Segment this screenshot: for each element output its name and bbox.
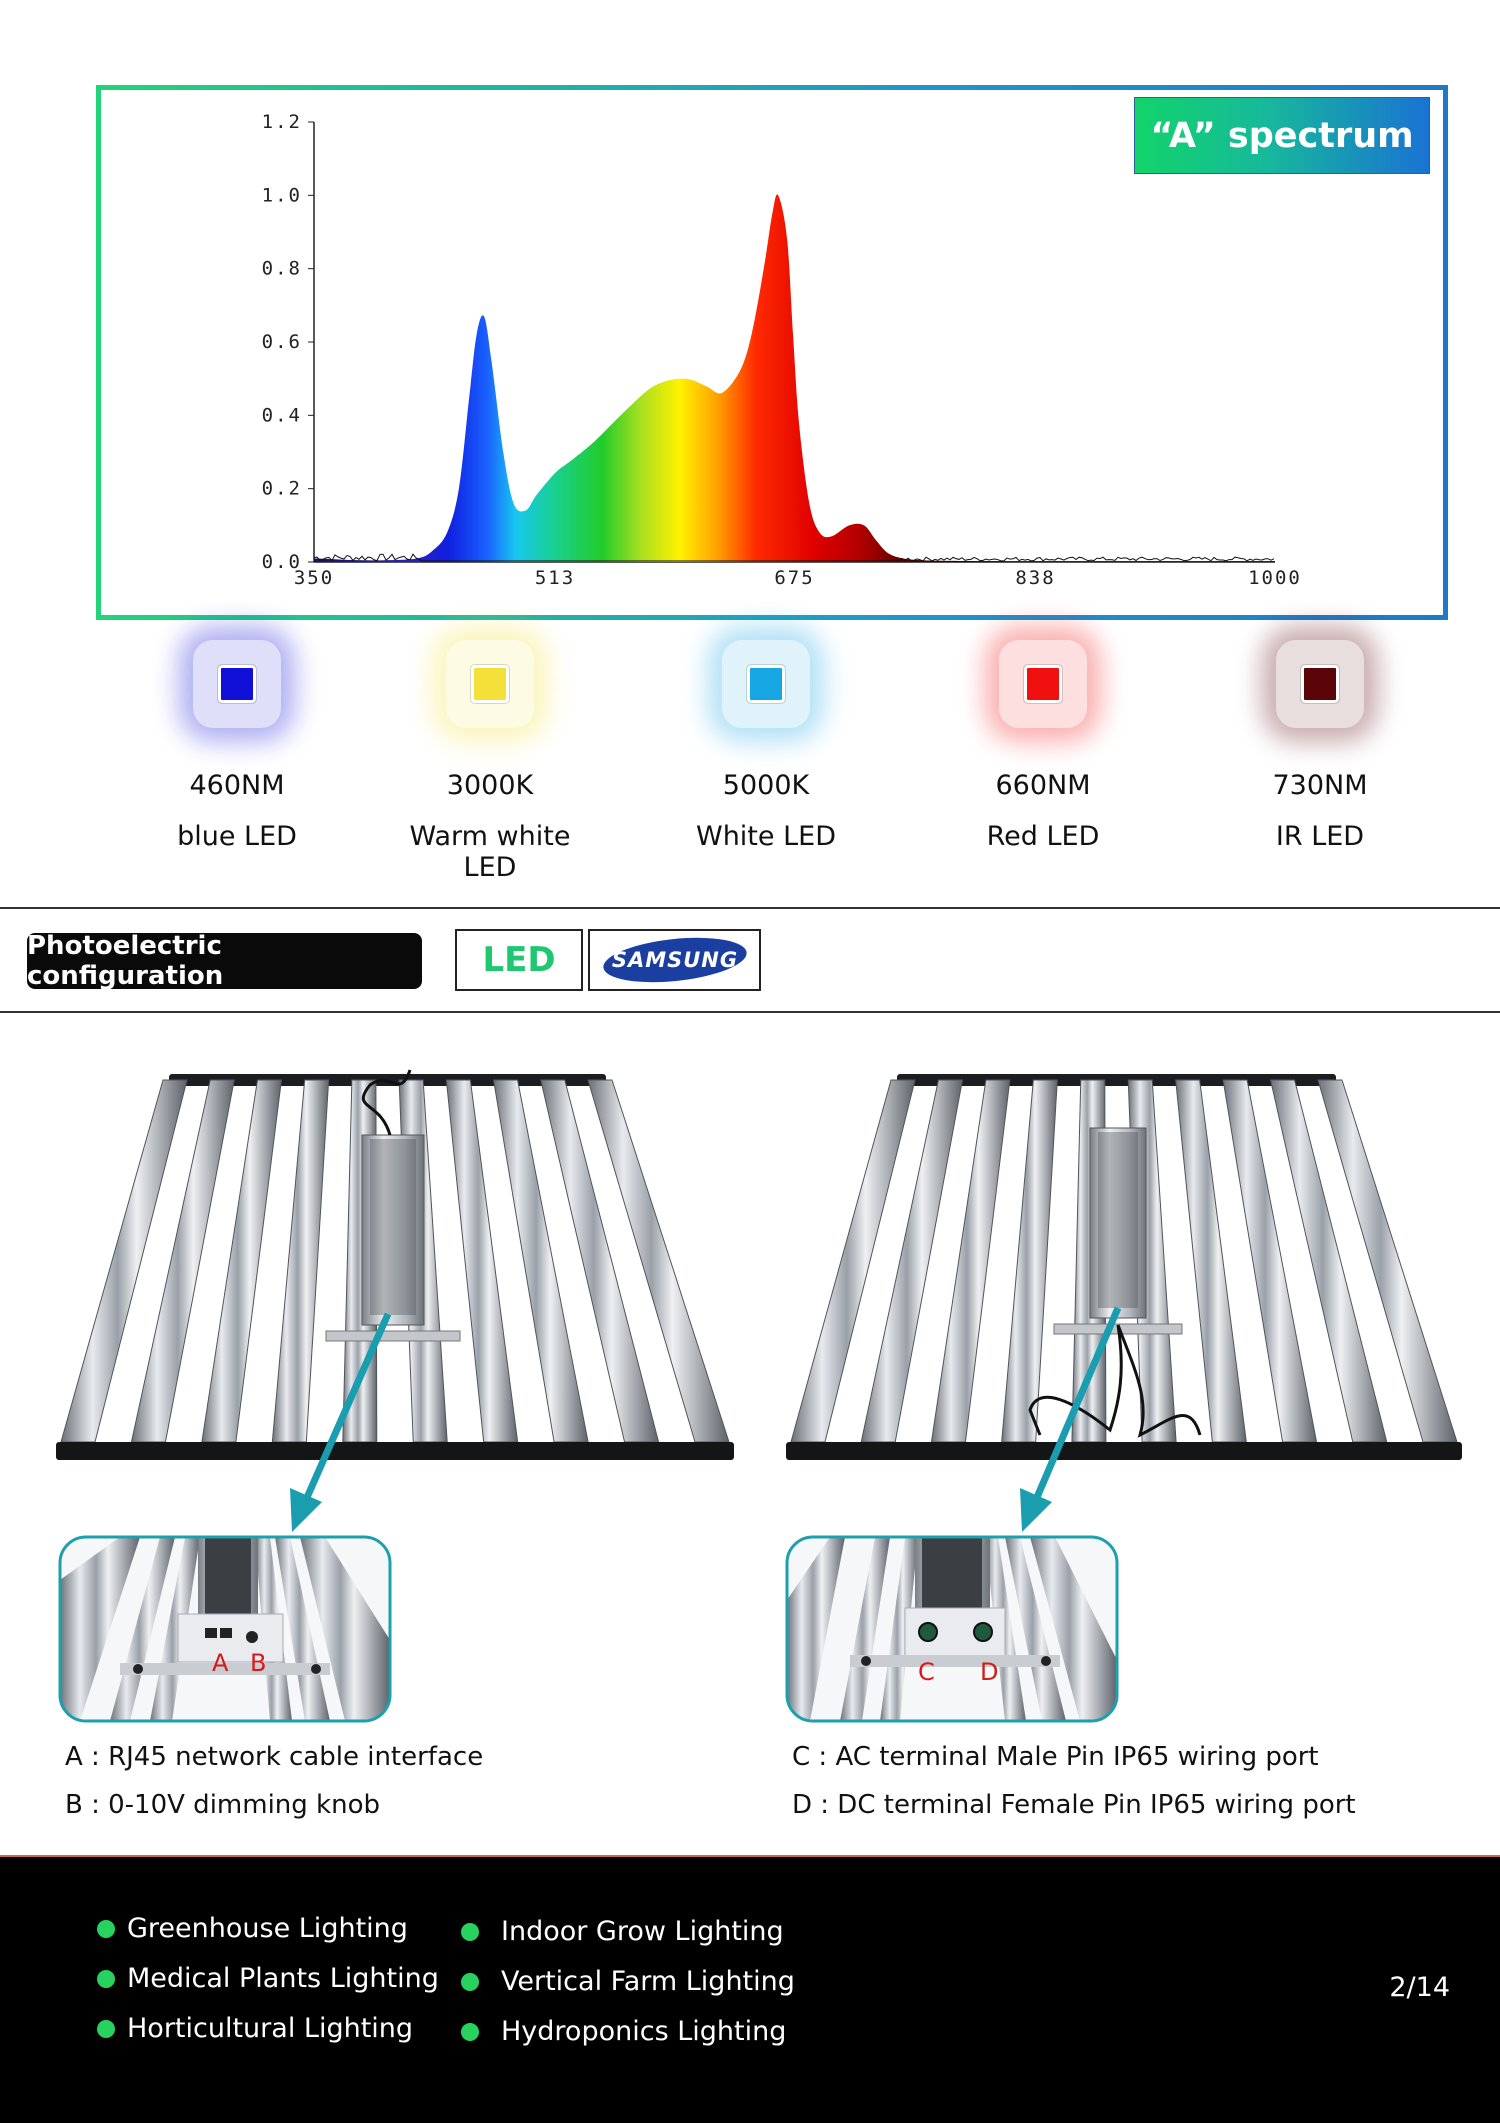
bullet-dot-icon [97, 1919, 115, 1938]
led-name: Warm white LED [409, 821, 571, 883]
led-wavelength: 460NM [189, 770, 285, 801]
application-item: Horticultural Lighting [97, 2013, 413, 2044]
driver-box [1089, 1127, 1147, 1319]
led-wavelength: 730NM [1272, 770, 1368, 801]
application-item: Greenhouse Lighting [97, 1913, 408, 1944]
led-glow-icon [722, 640, 810, 728]
y-tick-label: 1.2 [262, 111, 302, 133]
application-item: Vertical Farm Lighting [461, 1966, 795, 1997]
spectrum-area [314, 194, 1275, 562]
detail-inset-left: A B [58, 1535, 392, 1723]
bullet-dot-icon [461, 1922, 479, 1941]
driver-box [361, 1134, 425, 1326]
y-tick-label: 0.4 [262, 404, 302, 426]
led-name: Red LED [986, 821, 1100, 852]
caption-d: D : DC terminal Female Pin IP65 wiring p… [792, 1790, 1356, 1820]
light-bar [271, 1079, 330, 1443]
arrow-right [1020, 1306, 1122, 1532]
port-label-d: D [980, 1658, 998, 1686]
caption-a: A : RJ45 network cable interface [65, 1742, 484, 1772]
bullet-dot-icon [461, 2022, 479, 2041]
samsung-logo: SAMSUNG [588, 929, 761, 991]
application-item: Hydroponics Lighting [461, 2016, 786, 2047]
led-wavelength: 3000K [446, 770, 534, 801]
applications-footer [0, 1855, 1500, 2123]
led-wavelength: 5000K [722, 770, 810, 801]
led-glow-icon [193, 640, 281, 728]
led-glow-icon [446, 640, 534, 728]
port-label-a: A [212, 1649, 229, 1677]
y-tick-label: 0.6 [262, 331, 302, 353]
application-item: Indoor Grow Lighting [461, 1916, 784, 1947]
port-label-b: B [250, 1649, 266, 1677]
led-legend-item: 5000K White LED [661, 640, 871, 852]
divider-bottom [0, 1011, 1500, 1013]
port-label-c: C [918, 1658, 935, 1686]
y-tick-label: 0.8 [262, 258, 302, 280]
x-tick-label: 838 [1015, 567, 1055, 589]
divider-top [0, 907, 1500, 909]
caption-c: C : AC terminal Male Pin IP65 wiring por… [792, 1742, 1319, 1772]
led-name: IR LED [1275, 821, 1365, 852]
grow-light-left [56, 1069, 734, 1460]
led-glow-icon [999, 640, 1087, 728]
led-wavelength: 660NM [995, 770, 1091, 801]
arrow-left [290, 1312, 392, 1532]
grow-light-right [786, 1074, 1462, 1460]
led-name: blue LED [177, 821, 297, 852]
bullet-dot-icon [97, 2019, 115, 2038]
page-number: 2/14 [1389, 1972, 1450, 2003]
caption-b: B : 0-10V dimming knob [65, 1790, 380, 1820]
y-tick-label: 0.2 [262, 478, 302, 500]
product-illustrations: A B C D [56, 1069, 1462, 1723]
y-tick-label: 0.0 [262, 551, 302, 573]
config-label: Photoelectric configuration [27, 931, 422, 991]
x-tick-label: 513 [535, 567, 575, 589]
application-item: Medical Plants Lighting [97, 1963, 439, 1994]
x-tick-label: 675 [774, 567, 814, 589]
svg-text:SAMSUNG: SAMSUNG [611, 948, 737, 972]
led-name: White LED [696, 821, 836, 852]
spectrum-baseline-noise [313, 553, 1275, 562]
led-legend-item: 460NM blue LED [132, 640, 342, 852]
bullet-dot-icon [97, 1969, 115, 1988]
led-legend-item: 660NM Red LED [938, 640, 1148, 852]
bullet-dot-icon [461, 1972, 479, 1991]
spectrum-chart: 0.0 0.2 0.4 0.6 0.8 1.0 1.2 350 513 675 838 1000 [262, 111, 1302, 589]
chart-ticks: 0.0 0.2 0.4 0.6 0.8 1.0 1.2 350 513 675 838 1000 [262, 111, 1302, 589]
x-tick-label: 1000 [1248, 567, 1302, 589]
led-legend-item: 3000K Warm white LED [385, 640, 595, 883]
detail-inset-right: C D [785, 1535, 1119, 1723]
y-tick-label: 1.0 [262, 184, 302, 206]
light-bar [1001, 1079, 1058, 1443]
led-glow-icon [1276, 640, 1364, 728]
spectrum-badge: “A” spectrum [1134, 97, 1430, 174]
led-legend-item: 730NM IR LED [1215, 640, 1425, 852]
x-tick-label: 350 [294, 567, 334, 589]
led-badge: LED [455, 929, 583, 991]
